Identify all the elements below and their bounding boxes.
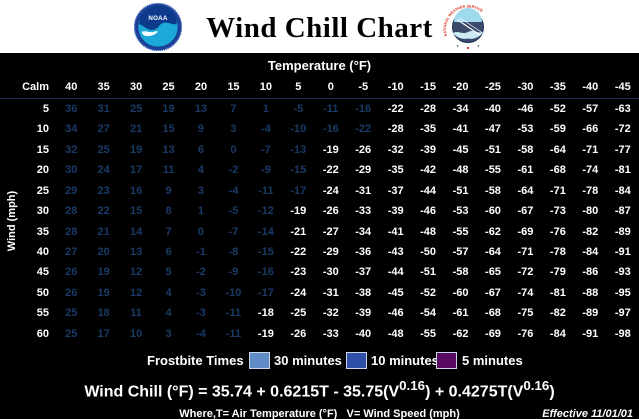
svg-text:NOAA: NOAA	[148, 15, 168, 22]
